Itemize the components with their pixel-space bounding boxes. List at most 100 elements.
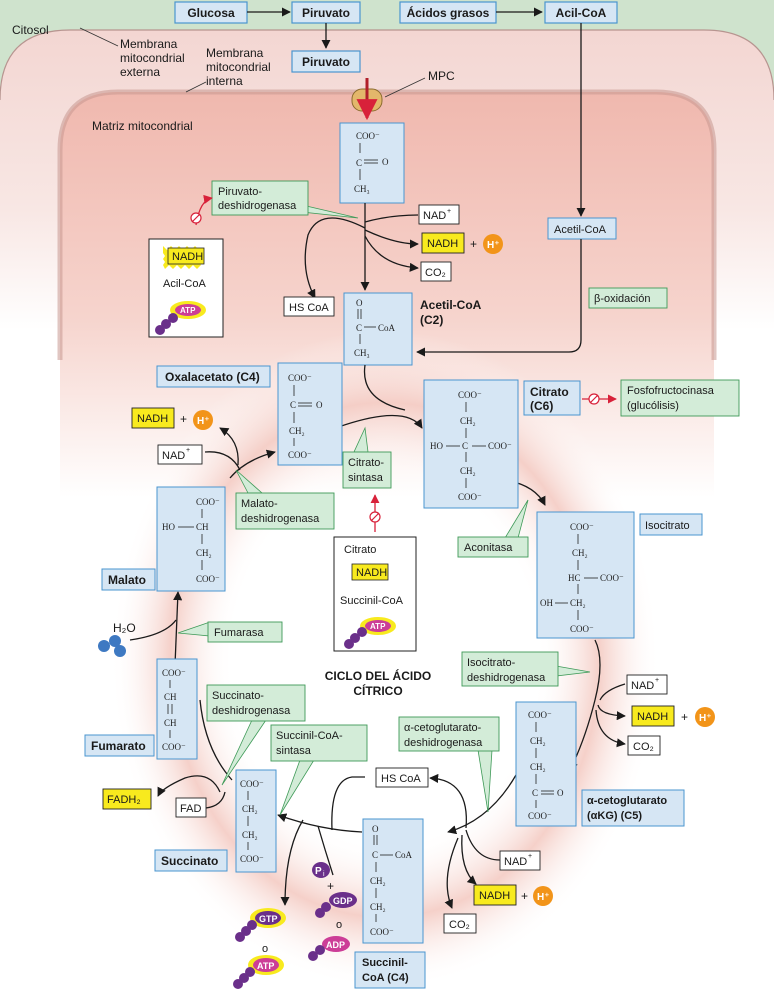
oxaloacetate-label: Oxalacetato (C4) <box>156 365 271 388</box>
svg-text:Acetil-CoA: Acetil-CoA <box>420 298 482 312</box>
svg-text:COO⁻: COO⁻ <box>240 854 264 864</box>
nad-idh: NAD + <box>626 674 668 695</box>
co2-idh: CO₂ <box>627 735 661 756</box>
outer-membrane-label: Membrana mitocondrial externa <box>79 27 185 79</box>
svg-text:O: O <box>557 788 564 798</box>
svg-text:ATP: ATP <box>180 306 196 315</box>
svg-text:o: o <box>336 919 342 931</box>
svg-text:C: C <box>462 441 468 451</box>
matrix-label: Matriz mitocondrial <box>92 119 193 133</box>
svg-text:CoA: CoA <box>395 850 413 860</box>
svg-text:Membrana: Membrana <box>120 37 178 51</box>
svg-text:CH₂: CH₂ <box>572 548 588 558</box>
nad-pdh: NAD + <box>418 204 460 225</box>
svg-text:NAD: NAD <box>504 856 527 868</box>
svg-text:CH₂: CH₂ <box>370 876 386 886</box>
svg-text:MPC: MPC <box>428 69 455 83</box>
fadh2-box: FADH₂ <box>102 788 152 810</box>
svg-text:+: + <box>528 853 532 860</box>
cytosol-label: Citosol <box>12 23 49 37</box>
svg-text:deshidrogenasa: deshidrogenasa <box>218 200 297 212</box>
svg-text:α-cetoglutarato-: α-cetoglutarato- <box>404 722 482 734</box>
svg-text:COO⁻: COO⁻ <box>162 668 186 678</box>
svg-text:CH: CH <box>164 692 177 702</box>
svg-text:Piruvato-: Piruvato- <box>218 186 262 198</box>
svg-text:CO₂: CO₂ <box>425 267 446 279</box>
svg-text:COO⁻: COO⁻ <box>600 573 624 583</box>
svg-text:C: C <box>290 400 296 410</box>
svg-text:CH₃: CH₃ <box>354 184 370 194</box>
svg-text:+: + <box>447 208 451 215</box>
svg-text:COO⁻: COO⁻ <box>458 390 482 400</box>
svg-text:(glucólisis): (glucólisis) <box>627 400 679 412</box>
inner-membrane-label: Membrana mitocondrial interna <box>185 46 271 93</box>
malate-label: Malato <box>101 568 156 591</box>
svg-text:Fosfofructocinasa: Fosfofructocinasa <box>627 385 715 397</box>
svg-text:O: O <box>382 157 389 167</box>
fumarate-label: Fumarato <box>84 734 155 757</box>
gtp-atp-products: GTP o ATP <box>233 908 286 989</box>
svg-text:CH₂: CH₂ <box>530 736 546 746</box>
svg-text:CO₂: CO₂ <box>633 741 654 753</box>
idh-label: Isocitrato- deshidrogenasa <box>461 651 591 687</box>
svg-text:Succinil-CoA-: Succinil-CoA- <box>276 730 343 742</box>
svg-text:Fumarato: Fumarato <box>91 739 146 753</box>
svg-text:NADH: NADH <box>637 711 668 723</box>
svg-text:(C6): (C6) <box>530 399 553 413</box>
pfk-label: Fosfofructocinasa (glucólisis) <box>620 379 740 417</box>
svg-text:CoA: CoA <box>378 323 396 333</box>
svg-text:CO₂: CO₂ <box>449 919 470 931</box>
svg-text:mitocondrial: mitocondrial <box>206 60 271 74</box>
svg-text:Citrato: Citrato <box>344 544 376 556</box>
akg-label: α-cetoglutarato (αKG) (C5) <box>581 789 685 827</box>
svg-text:NADH: NADH <box>172 251 203 263</box>
svg-text:GDP: GDP <box>333 896 353 906</box>
svg-text:Succinato: Succinato <box>161 854 218 868</box>
co2-pdh: CO₂ <box>420 261 452 282</box>
svg-text:mitocondrial: mitocondrial <box>120 51 185 65</box>
fumarate-structure: COO⁻ CH CH COO⁻ <box>156 658 198 760</box>
hscoa-bottom: HS CoA <box>375 767 429 788</box>
svg-text:α-cetoglutarato: α-cetoglutarato <box>587 795 667 807</box>
svg-text:CH₂: CH₂ <box>242 804 258 814</box>
svg-text:CH₂: CH₂ <box>570 598 586 608</box>
svg-text:Acil-CoA: Acil-CoA <box>556 6 607 20</box>
mpc-transporter: MPC <box>351 69 455 121</box>
svg-text:NADH: NADH <box>479 890 510 902</box>
svg-text:NAD: NAD <box>162 450 185 462</box>
fad-box: FAD <box>175 797 207 818</box>
svg-text:i: i <box>323 871 325 878</box>
succinate-label: Succinato <box>154 849 228 872</box>
svg-text:externa: externa <box>120 65 160 79</box>
svg-text:deshidrogenasa: deshidrogenasa <box>212 705 291 717</box>
svg-text:NAD: NAD <box>423 210 446 222</box>
svg-text:COO⁻: COO⁻ <box>288 373 312 383</box>
svg-text:Piruvato: Piruvato <box>302 55 350 69</box>
nadh-akgdh: NADH + H⁺ <box>473 884 553 906</box>
svg-text:NADH: NADH <box>356 567 387 579</box>
svg-text:COO⁻: COO⁻ <box>458 492 482 502</box>
svg-text:COO⁻: COO⁻ <box>570 522 594 532</box>
svg-text:+: + <box>655 677 659 684</box>
svg-text:sintasa: sintasa <box>348 472 384 484</box>
svg-text:NADH: NADH <box>137 413 168 425</box>
svg-text:+: + <box>521 889 528 903</box>
citrate-label: Citrato (C6) <box>523 380 581 416</box>
svg-text:COO⁻: COO⁻ <box>570 624 594 634</box>
svg-text:CH₂: CH₂ <box>530 762 546 772</box>
nad-akgdh: NAD + <box>499 850 541 871</box>
svg-text:Acetil-CoA: Acetil-CoA <box>554 224 607 236</box>
svg-text:COO⁻: COO⁻ <box>288 450 312 460</box>
svg-text:CH₂: CH₂ <box>196 548 212 558</box>
svg-text:COO⁻: COO⁻ <box>528 710 552 720</box>
svg-text:O: O <box>316 400 323 410</box>
svg-text:Piruvato: Piruvato <box>302 6 350 20</box>
svg-text:CH: CH <box>196 522 209 532</box>
isocitrate-label: Isocitrato <box>639 513 703 536</box>
citrate-synthase-label: Citrato- sintasa <box>342 426 392 489</box>
pdh-enzyme-label: Piruvato- deshidrogenasa <box>211 180 359 219</box>
succinyl-coa-structure: O C CoA CH₂ CH₂ COO⁻ <box>362 818 424 944</box>
svg-text:CH₃: CH₃ <box>354 348 370 358</box>
svg-text:+: + <box>327 879 334 893</box>
